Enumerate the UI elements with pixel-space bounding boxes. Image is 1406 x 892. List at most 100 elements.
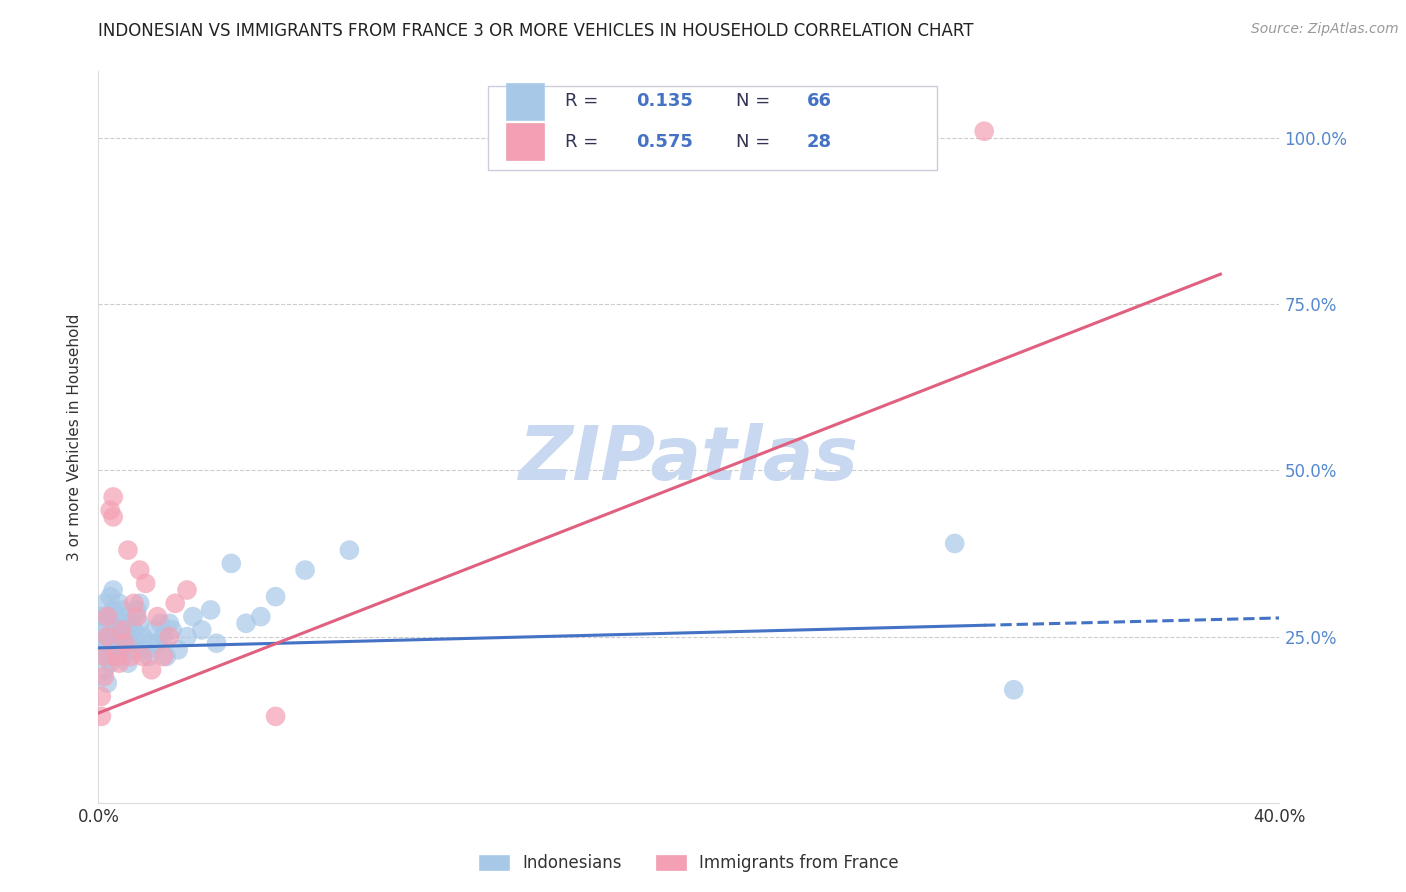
Point bbox=[152, 630, 174, 644]
Point bbox=[125, 609, 148, 624]
Point bbox=[96, 609, 118, 624]
Point bbox=[93, 616, 115, 631]
Point bbox=[205, 636, 228, 650]
Point bbox=[117, 609, 139, 624]
Point bbox=[167, 643, 190, 657]
Text: N =: N = bbox=[737, 93, 776, 111]
Point bbox=[155, 649, 177, 664]
Point bbox=[96, 609, 118, 624]
Point bbox=[90, 609, 112, 624]
Point bbox=[103, 490, 125, 504]
Point bbox=[98, 590, 121, 604]
Point bbox=[111, 603, 134, 617]
Point bbox=[152, 649, 174, 664]
Point bbox=[105, 630, 128, 644]
Point bbox=[103, 582, 125, 597]
Point bbox=[235, 616, 257, 631]
Point bbox=[339, 543, 360, 558]
Text: INDONESIAN VS IMMIGRANTS FROM FRANCE 3 OR MORE VEHICLES IN HOUSEHOLD CORRELATION: INDONESIAN VS IMMIGRANTS FROM FRANCE 3 O… bbox=[98, 22, 974, 40]
Point bbox=[98, 630, 121, 644]
Point bbox=[125, 603, 148, 617]
Point bbox=[149, 616, 172, 631]
Point bbox=[122, 623, 145, 637]
Point bbox=[176, 630, 198, 644]
Point bbox=[1002, 682, 1025, 697]
Text: N =: N = bbox=[737, 133, 776, 151]
Point bbox=[108, 643, 131, 657]
Point bbox=[264, 709, 287, 723]
Text: 66: 66 bbox=[807, 93, 832, 111]
Point bbox=[132, 649, 155, 664]
Point bbox=[181, 609, 204, 624]
Point bbox=[90, 690, 112, 704]
Point bbox=[294, 563, 316, 577]
Point bbox=[111, 623, 134, 637]
Bar bbox=[506, 123, 544, 160]
Point bbox=[96, 676, 118, 690]
Point bbox=[250, 609, 273, 624]
Point bbox=[96, 649, 118, 664]
Point bbox=[122, 643, 145, 657]
Text: 0.135: 0.135 bbox=[636, 93, 693, 111]
Point bbox=[111, 623, 134, 637]
Point bbox=[125, 630, 148, 644]
Point bbox=[103, 603, 125, 617]
Point bbox=[128, 616, 150, 631]
Point bbox=[122, 596, 145, 610]
Point bbox=[98, 503, 121, 517]
Text: 0.575: 0.575 bbox=[636, 133, 693, 151]
Point bbox=[105, 649, 128, 664]
FancyBboxPatch shape bbox=[488, 86, 936, 170]
Point bbox=[117, 656, 139, 670]
Y-axis label: 3 or more Vehicles in Household: 3 or more Vehicles in Household bbox=[67, 313, 83, 561]
Point bbox=[90, 623, 112, 637]
Point bbox=[191, 623, 214, 637]
Point bbox=[103, 643, 125, 657]
Point bbox=[103, 509, 125, 524]
Point bbox=[219, 557, 242, 571]
Point bbox=[143, 623, 166, 637]
Point bbox=[157, 616, 180, 631]
Point bbox=[132, 630, 155, 644]
Point bbox=[96, 630, 118, 644]
Point bbox=[114, 636, 136, 650]
Point bbox=[117, 630, 139, 644]
Point bbox=[111, 649, 134, 664]
Point bbox=[96, 630, 118, 644]
Text: ZIPatlas: ZIPatlas bbox=[519, 423, 859, 496]
Point bbox=[108, 656, 131, 670]
Point bbox=[120, 649, 142, 664]
Point bbox=[176, 582, 198, 597]
Point bbox=[157, 630, 180, 644]
Point bbox=[128, 563, 150, 577]
Point bbox=[114, 636, 136, 650]
Point bbox=[943, 536, 966, 550]
Point bbox=[120, 616, 142, 631]
Point bbox=[146, 636, 169, 650]
Point bbox=[105, 649, 128, 664]
Point bbox=[108, 596, 131, 610]
Point bbox=[103, 623, 125, 637]
Point bbox=[135, 643, 157, 657]
Point bbox=[162, 623, 183, 637]
Point bbox=[98, 656, 121, 670]
Point bbox=[93, 596, 115, 610]
Point bbox=[117, 543, 139, 558]
Point bbox=[128, 596, 150, 610]
Point bbox=[264, 590, 287, 604]
Legend: Indonesians, Immigrants from France: Indonesians, Immigrants from France bbox=[472, 847, 905, 879]
Point bbox=[135, 576, 157, 591]
Text: Source: ZipAtlas.com: Source: ZipAtlas.com bbox=[1251, 22, 1399, 37]
Point bbox=[98, 609, 121, 624]
Text: R =: R = bbox=[565, 93, 605, 111]
Text: R =: R = bbox=[565, 133, 605, 151]
Point bbox=[120, 636, 142, 650]
Point bbox=[973, 124, 995, 138]
Point bbox=[90, 709, 112, 723]
Point bbox=[93, 649, 115, 664]
Point bbox=[146, 609, 169, 624]
Point bbox=[114, 616, 136, 631]
Point bbox=[108, 616, 131, 631]
Point bbox=[90, 643, 112, 657]
Point bbox=[138, 649, 160, 664]
